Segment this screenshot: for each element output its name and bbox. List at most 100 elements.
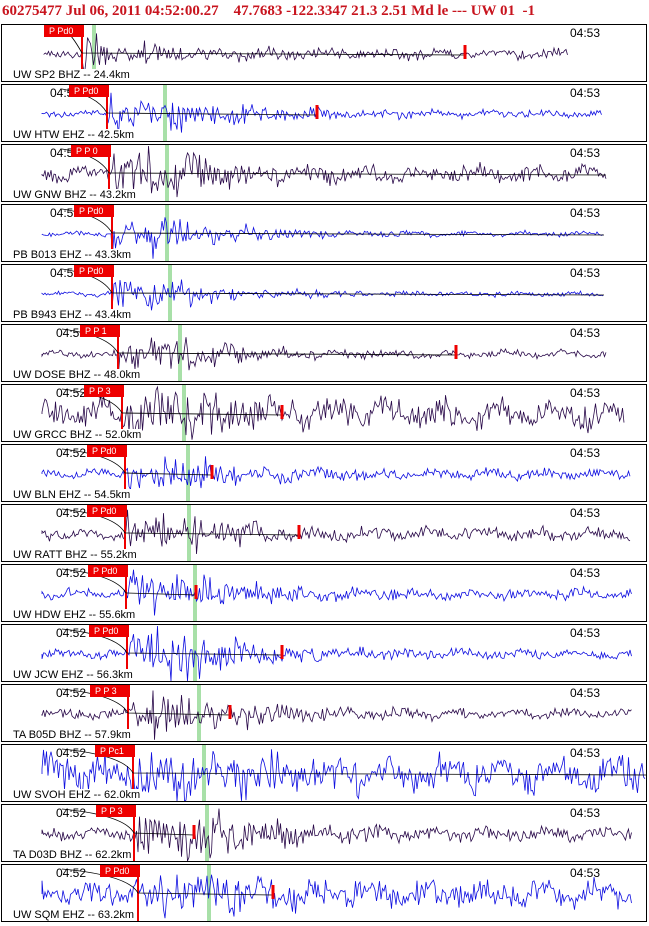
s-wave-marker [186, 445, 190, 501]
waveform [41, 749, 646, 801]
travel-curve [61, 628, 283, 656]
station-label: UW SQM EHZ -- 63.2km [12, 909, 136, 921]
s-wave-marker [163, 85, 167, 141]
station-label: UW RATT BHZ -- 55.2km [12, 549, 138, 561]
p-pick-label[interactable]: P Pd0 [100, 865, 140, 877]
end-time-label: 04:53 [570, 506, 601, 520]
amplitude-pick-marker [210, 465, 214, 479]
travel-curve [61, 868, 274, 896]
station-label: UW JCW EHZ -- 56.3km [12, 669, 134, 681]
station-label: PB B013 EHZ -- 43.3km [12, 249, 132, 261]
trace-panel[interactable]: 04:52 04:53 P P 0 UW GNW BHZ -- 43.2km [1, 144, 647, 202]
waveform [41, 808, 632, 861]
waveform [41, 509, 631, 555]
amplitude-pick-marker [194, 585, 198, 599]
end-time-label: 04:53 [570, 266, 601, 280]
trace-panel[interactable]: 04:52 04:53 P Pd0 UW SQM EHZ -- 63.2km [1, 864, 647, 922]
travel-curve [61, 508, 300, 536]
travel-curve [61, 568, 197, 596]
p-pick-label[interactable]: P Pd0 [88, 565, 128, 577]
end-time-label: 04:53 [570, 866, 601, 880]
p-pick-label[interactable]: P Pd0 [69, 85, 109, 97]
waveform [41, 217, 604, 259]
trace-panel[interactable]: 04:52 04:53 P Pd0 UW HDW EHZ -- 55.6km [1, 564, 647, 622]
travel-curve [61, 268, 605, 296]
station-label: TA B05D BHZ -- 57.9km [12, 729, 132, 741]
p-pick-label[interactable]: P Pc1 [95, 745, 135, 757]
end-time-label: 04:53 [570, 566, 601, 580]
s-wave-marker [182, 385, 186, 441]
amplitude-pick-marker [454, 345, 458, 359]
p-pick-label[interactable]: P Pd0 [87, 445, 127, 457]
trace-panel[interactable]: 04:52 04:53 P P 1 UW DOSE BHZ -- 48.0km [1, 324, 647, 382]
trace-panel[interactable]: 04:52 04:53 P P 3 UW GRCC BHZ -- 52.0km [1, 384, 647, 442]
station-label: UW SP2 BHZ -- 24.4km [12, 69, 131, 81]
trace-panel[interactable]: 04:52 04:53 P Pd0 UW JCW EHZ -- 56.3km [1, 624, 647, 682]
p-pick-label[interactable]: P P 0 [71, 145, 111, 157]
start-time-label: 04:52 [56, 746, 87, 760]
travel-curve [61, 148, 607, 176]
station-label: UW DOSE BHZ -- 48.0km [12, 369, 142, 381]
end-time-label: 04:53 [570, 206, 601, 220]
seismogram-traces: 04:52 04:53 P Pd0 UW SP2 BHZ -- 24.4km 04:52… [0, 24, 649, 926]
p-pick-label[interactable]: P P 3 [90, 685, 130, 697]
end-time-label: 04:53 [570, 686, 601, 700]
start-time-label: 04:52 [56, 446, 87, 460]
station-label: UW GRCC BHZ -- 52.0km [12, 429, 143, 441]
trace-panel[interactable]: 04:52 04:53 P Pd0 UW BLN EHZ -- 54.5km [1, 444, 647, 502]
end-time-label: 04:53 [570, 26, 601, 40]
travel-curve [61, 688, 231, 716]
start-time-label: 04:52 [50, 206, 81, 220]
amplitude-pick-marker [192, 825, 196, 839]
waveform [41, 337, 607, 374]
p-pick-label[interactable]: P P 1 [80, 325, 120, 337]
travel-curve [61, 808, 195, 836]
station-label: TA D03D BHZ -- 62.2km [12, 849, 133, 861]
waveform [41, 145, 607, 198]
p-pick-label[interactable]: P P 3 [84, 385, 124, 397]
end-time-label: 04:53 [570, 806, 601, 820]
start-time-label: 04:52 [56, 386, 87, 400]
end-time-label: 04:53 [570, 386, 601, 400]
start-time-label: 04:52 [56, 326, 87, 340]
travel-curve [61, 88, 318, 116]
end-time-label: 04:53 [570, 146, 601, 160]
station-label: UW GNW BHZ -- 43.2km [12, 189, 137, 201]
s-wave-marker [205, 805, 209, 861]
trace-panel[interactable]: 04:52 04:53 P Pc1 UW SVOH EHZ -- 62.0km [1, 744, 647, 802]
amplitude-pick-marker [271, 885, 275, 899]
trace-panel[interactable]: 04:52 04:53 P Pd0 PB B943 EHZ -- 43.4km [1, 264, 647, 322]
trace-panel[interactable]: 04:52 04:53 P P 3 TA D03D BHZ -- 62.2km [1, 804, 647, 862]
start-time-label: 04:52 [56, 626, 87, 640]
end-time-label: 04:53 [570, 446, 601, 460]
station-label: PB B943 EHZ -- 43.4km [12, 309, 132, 321]
amplitude-pick-marker [463, 45, 467, 59]
station-label: UW HDW EHZ -- 55.6km [12, 609, 137, 621]
amplitude-pick-marker [280, 405, 284, 419]
p-pick-label[interactable]: P Pd0 [74, 205, 114, 217]
station-label: UW HTW EHZ -- 42.5km [12, 129, 135, 141]
end-time-label: 04:53 [570, 746, 601, 760]
waveform [41, 385, 625, 441]
start-time-label: 04:52 [56, 806, 87, 820]
travel-curve [61, 328, 457, 356]
end-time-label: 04:53 [570, 326, 601, 340]
waveform [41, 690, 632, 740]
p-pick-label[interactable]: P Pd0 [74, 265, 114, 277]
s-wave-marker [197, 685, 201, 741]
start-time-label: 04:52 [56, 506, 87, 520]
s-wave-marker [187, 505, 191, 561]
trace-panel[interactable]: 04:52 04:53 P Pd0 UW HTW EHZ -- 42.5km [1, 84, 647, 142]
p-pick-label[interactable]: P Pd0 [87, 505, 127, 517]
start-time-label: 04:52 [56, 686, 87, 700]
waveform [41, 456, 631, 491]
trace-panel[interactable]: 04:52 04:53 P Pd0 UW RATT BHZ -- 55.2km [1, 504, 647, 562]
trace-panel[interactable]: 04:52 04:53 P P 3 TA B05D BHZ -- 57.9km [1, 684, 647, 742]
event-header: 60275477 Jul 06, 2011 04:52:00.27 47.768… [2, 3, 536, 19]
p-pick-label[interactable]: P Pd0 [89, 625, 129, 637]
p-pick-label[interactable]: P P 3 [96, 805, 136, 817]
waveform [41, 569, 632, 616]
p-pick-label[interactable]: P Pd0 [44, 25, 84, 37]
trace-panel[interactable]: 04:52 04:53 P Pd0 PB B013 EHZ -- 43.3km [1, 204, 647, 262]
